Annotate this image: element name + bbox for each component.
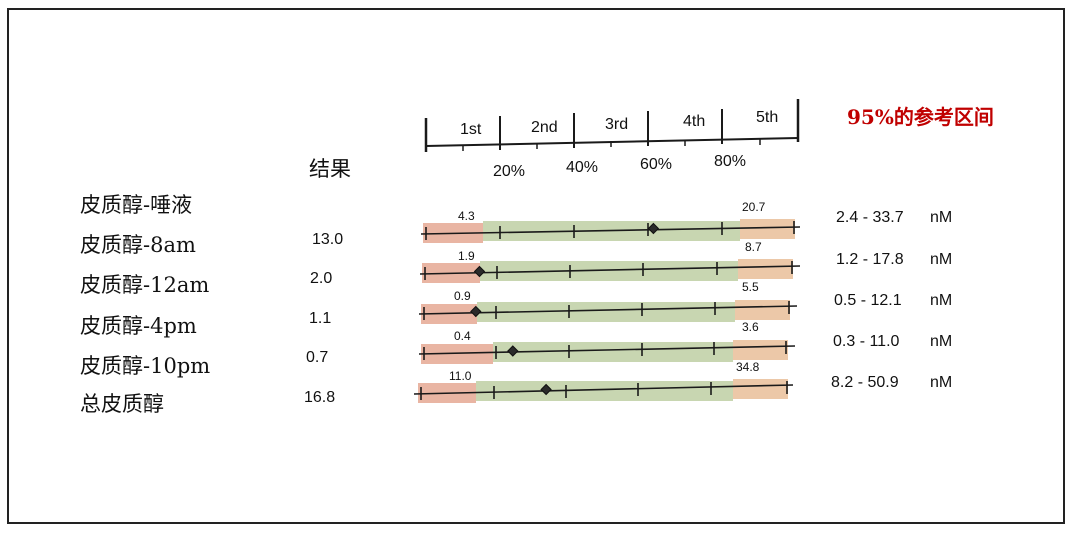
row-label-8am: 皮质醇-8am (80, 233, 196, 257)
percentile-label-80: 80% (714, 153, 746, 170)
band-high-zone (738, 259, 793, 279)
range-line (418, 345, 796, 355)
quintile-label-4: 4th (683, 113, 705, 130)
row-label-4pm: 皮质醇-4pm (80, 314, 197, 338)
range-bar-12am: 0.9 5.5 (418, 280, 798, 324)
band-normal-zone (480, 261, 738, 281)
band-normal-zone (493, 342, 733, 362)
lower-bound-label: 4.3 (458, 209, 475, 223)
lower-bound-label: 11.0 (449, 369, 472, 383)
unit-text-10pm: nM (930, 374, 952, 391)
range-text-4pm: 0.3 - 11.0 (833, 333, 900, 350)
upper-bound-label: 5.5 (742, 280, 759, 294)
range-text-12am: 0.5 - 12.1 (834, 292, 902, 309)
result-header: 结果 (309, 157, 351, 181)
range-bar-4pm: 0.4 3.6 (418, 320, 796, 364)
range-text-10pm: 8.2 - 50.9 (831, 374, 899, 391)
unit-text-12am: nM (930, 292, 952, 309)
result-marker (540, 383, 552, 396)
result-value-4pm: 1.1 (309, 310, 331, 327)
unit-text-8am: nM (930, 251, 952, 268)
result-marker (507, 345, 519, 357)
range-text-saliva: 2.4 - 33.7 (836, 209, 904, 226)
range-bar-8am: 1.9 8.7 (419, 240, 801, 283)
row-label-12am: 皮质醇-12am (80, 273, 209, 297)
range-bar-saliva: 4.3 20.7 (420, 200, 801, 243)
upper-bound-label: 20.7 (742, 200, 766, 214)
lower-bound-label: 0.4 (454, 329, 471, 343)
percentile-label-60: 60% (640, 156, 672, 173)
upper-bound-label: 8.7 (745, 240, 762, 254)
lower-bound-label: 0.9 (454, 289, 471, 303)
quintile-label-5: 5th (756, 109, 778, 126)
band-low-zone (421, 344, 493, 364)
report-frame (7, 8, 1065, 524)
result-marker (473, 265, 486, 278)
range-line (418, 305, 798, 315)
row-label-total: 总皮质醇 (80, 392, 164, 416)
reference-title: 95%的参考区间 (847, 105, 994, 129)
result-value-12am: 2.0 (310, 270, 332, 287)
upper-bound-label: 34.8 (736, 360, 760, 374)
band-high-zone (740, 219, 795, 239)
range-line (420, 226, 801, 235)
band-high-zone (733, 340, 788, 360)
result-marker (647, 222, 660, 235)
range-text-8am: 1.2 - 17.8 (836, 251, 904, 268)
upper-bound-label: 3.6 (742, 320, 759, 334)
row-label-10pm: 皮质醇-10pm (80, 354, 210, 378)
quintile-label-3: 3rd (605, 116, 628, 133)
result-value-total: 16.8 (304, 389, 335, 406)
band-normal-zone (477, 302, 735, 322)
scale-axis-line (425, 137, 799, 147)
quintile-label-2: 2nd (531, 119, 558, 136)
result-marker (470, 305, 482, 318)
row-label-saliva: 皮质醇-唾液 (80, 193, 192, 217)
band-high-zone (733, 379, 788, 399)
percentile-label-40: 40% (566, 159, 598, 176)
range-line (413, 384, 794, 395)
unit-text-saliva: nM (930, 209, 952, 226)
band-high-zone (735, 300, 790, 320)
result-value-10pm: 0.7 (306, 349, 328, 366)
result-value-8am: 13.0 (312, 231, 343, 248)
quintile-scale: 1st 2nd 3rd 4th 5th 20% 40% 60% 80% (424, 99, 800, 180)
unit-text-4pm: nM (930, 333, 952, 350)
range-bar-10pm: 11.0 34.8 (413, 360, 794, 403)
quintile-label-1: 1st (460, 121, 482, 138)
band-normal-zone (476, 381, 733, 401)
lower-bound-label: 1.9 (458, 249, 475, 263)
percentile-label-20: 20% (493, 163, 525, 180)
